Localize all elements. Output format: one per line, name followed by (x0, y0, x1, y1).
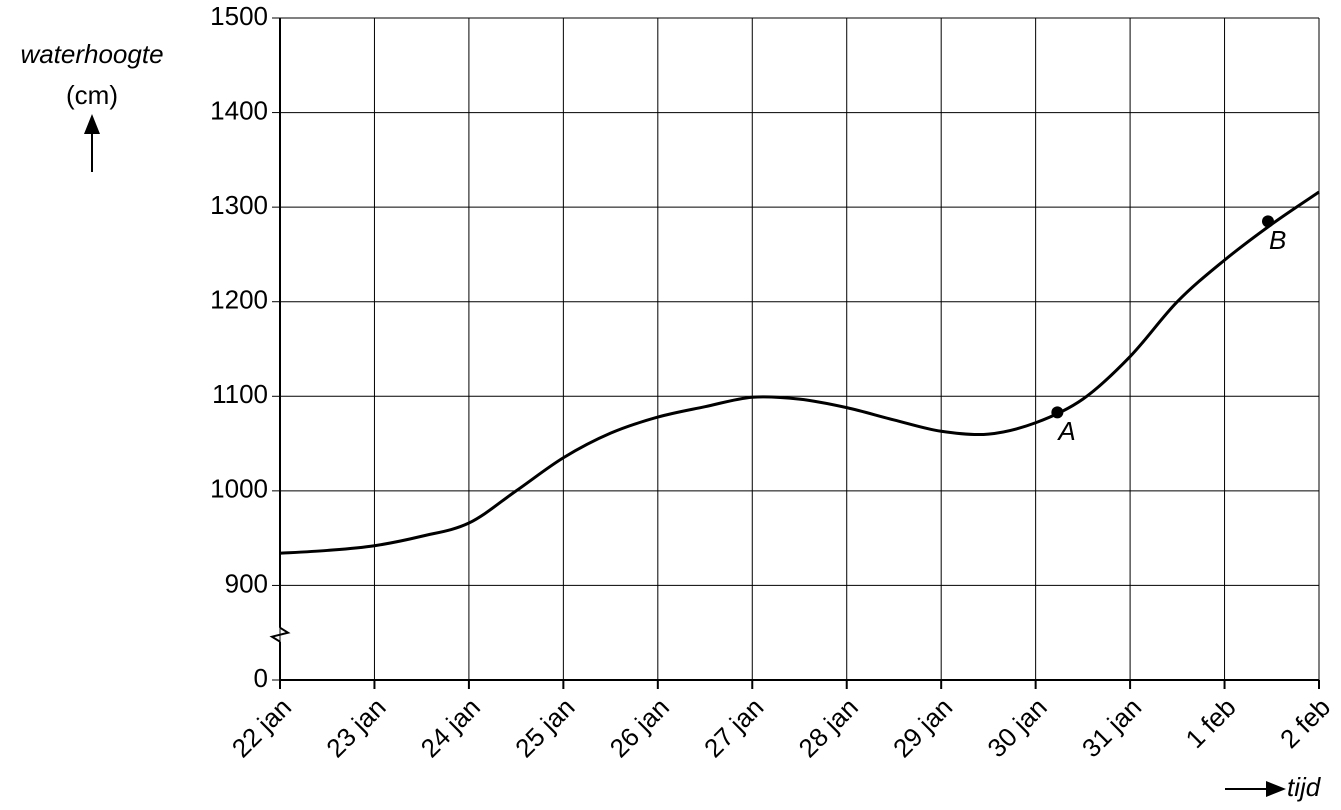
x-tick-label: 24 jan (415, 692, 486, 763)
point-label: B (1269, 225, 1286, 255)
y-axis-label: waterhoogte (20, 39, 163, 69)
x-axis-label: tijd (1287, 772, 1322, 802)
y-tick-label: 0 (254, 663, 268, 693)
x-tick-label: 28 jan (793, 692, 864, 763)
x-tick-label: 22 jan (226, 692, 297, 763)
y-tick-label: 1500 (210, 1, 268, 31)
line (279, 190, 1320, 555)
point (1261, 215, 1274, 228)
y-tick-label: 1200 (210, 285, 268, 315)
y-axis-unit: (cm) (66, 80, 118, 110)
point (1051, 406, 1064, 419)
x-tick-label: 26 jan (604, 692, 675, 763)
axis-break (269, 626, 291, 643)
x-tick-label: 1 feb (1180, 692, 1242, 754)
x-tick-label: 25 jan (509, 692, 580, 763)
x-tick-label: 30 jan (981, 692, 1052, 763)
y-tick-label: 900 (225, 568, 268, 598)
x-tick-label: 31 jan (1076, 692, 1147, 763)
y-tick-label: 1400 (210, 95, 268, 125)
x-tick-label: 23 jan (320, 692, 391, 763)
point-label: A (1056, 416, 1075, 446)
x-tick-label: 29 jan (887, 692, 958, 763)
y-tick-label: 1100 (212, 379, 268, 409)
x-tick-label: 27 jan (698, 692, 769, 763)
y-tick-label: 1000 (210, 474, 268, 504)
x-tick-label: 2 feb (1274, 692, 1336, 754)
y-tick-label: 1300 (210, 190, 268, 220)
